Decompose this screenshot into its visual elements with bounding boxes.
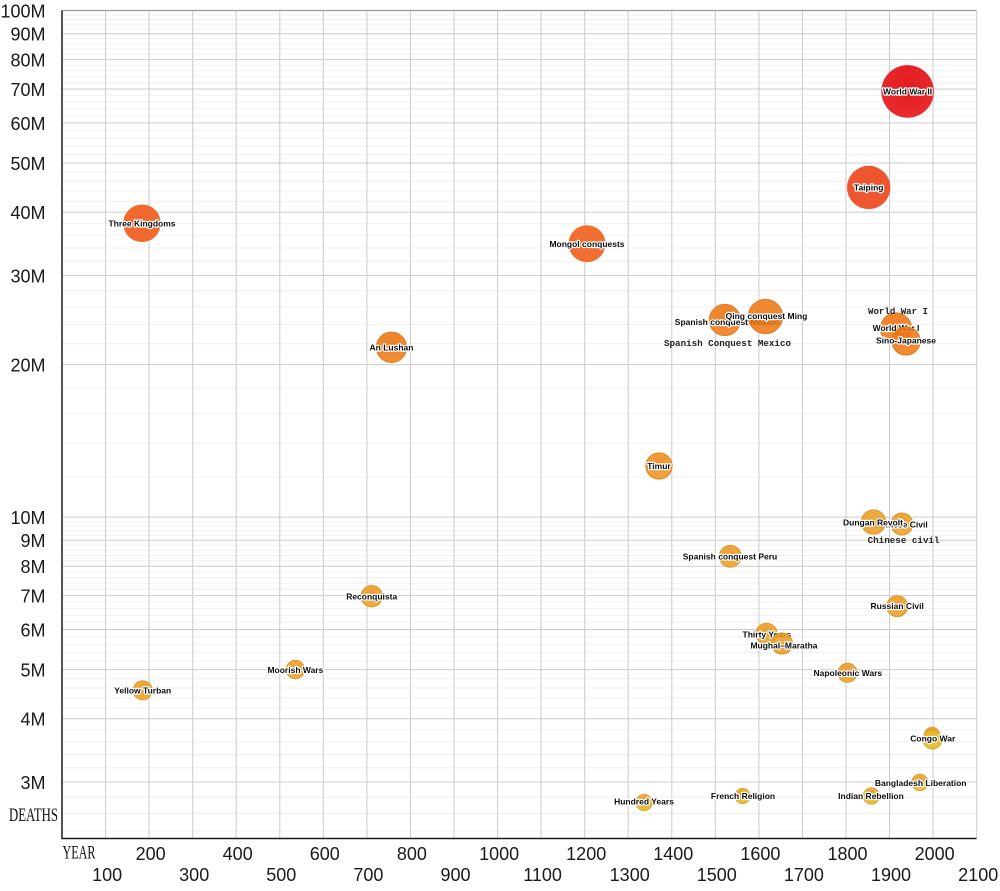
svg-text:2100: 2100 bbox=[958, 865, 998, 885]
svg-text:300: 300 bbox=[179, 865, 209, 885]
svg-text:YEAR: YEAR bbox=[63, 843, 96, 864]
svg-text:5M: 5M bbox=[20, 661, 45, 681]
svg-text:Moorish Wars: Moorish Wars bbox=[267, 665, 323, 675]
svg-text:9M: 9M bbox=[20, 531, 45, 551]
svg-text:1100: 1100 bbox=[523, 865, 562, 885]
svg-text:Chinese civil: Chinese civil bbox=[868, 535, 940, 546]
svg-text:An Lushan: An Lushan bbox=[370, 342, 414, 352]
svg-text:1000: 1000 bbox=[479, 844, 519, 864]
svg-text:Spanish Conquest Mexico: Spanish Conquest Mexico bbox=[664, 338, 791, 349]
svg-text:Taiping: Taiping bbox=[854, 183, 884, 193]
svg-text:Yellow Turban: Yellow Turban bbox=[114, 685, 171, 695]
svg-text:World War I: World War I bbox=[868, 306, 928, 317]
svg-text:Timur: Timur bbox=[647, 461, 671, 471]
svg-text:World War II: World War II bbox=[883, 87, 932, 97]
svg-text:700: 700 bbox=[353, 865, 383, 885]
svg-text:Three Kingdoms: Three Kingdoms bbox=[108, 218, 175, 228]
svg-text:30M: 30M bbox=[10, 266, 45, 286]
svg-text:40M: 40M bbox=[10, 203, 45, 223]
svg-text:Bangladesh Liberation: Bangladesh Liberation bbox=[875, 778, 967, 788]
svg-text:1300: 1300 bbox=[610, 865, 650, 885]
svg-text:Mughal–Maratha: Mughal–Maratha bbox=[750, 641, 817, 651]
svg-text:Napoleonic Wars: Napoleonic Wars bbox=[813, 668, 882, 678]
svg-text:80M: 80M bbox=[10, 51, 45, 71]
svg-text:20M: 20M bbox=[10, 356, 45, 376]
svg-text:2000: 2000 bbox=[915, 844, 955, 864]
svg-text:Congo War: Congo War bbox=[910, 733, 956, 743]
svg-text:10M: 10M bbox=[10, 508, 45, 528]
svg-text:1400: 1400 bbox=[653, 844, 693, 864]
svg-text:200: 200 bbox=[136, 844, 166, 864]
svg-text:800: 800 bbox=[397, 844, 427, 864]
svg-text:6M: 6M bbox=[20, 620, 45, 640]
svg-text:3M: 3M bbox=[20, 773, 45, 793]
svg-text:1600: 1600 bbox=[740, 844, 780, 864]
svg-text:600: 600 bbox=[310, 844, 340, 864]
svg-text:Dungan Revolt: Dungan Revolt bbox=[843, 517, 903, 527]
svg-text:Indian Rebellion: Indian Rebellion bbox=[838, 791, 904, 801]
svg-text:4M: 4M bbox=[20, 710, 45, 730]
svg-text:French Religion: French Religion bbox=[711, 791, 775, 801]
svg-text:1200: 1200 bbox=[566, 844, 606, 864]
svg-text:60M: 60M bbox=[10, 114, 45, 134]
svg-text:Chinese Civil: Chinese Civil bbox=[874, 520, 927, 530]
svg-text:Spanish conquest Peru: Spanish conquest Peru bbox=[683, 551, 777, 561]
svg-text:1800: 1800 bbox=[827, 844, 867, 864]
svg-text:50M: 50M bbox=[10, 154, 45, 174]
svg-text:Sino-Japanese: Sino-Japanese bbox=[876, 336, 936, 346]
svg-text:1900: 1900 bbox=[871, 865, 911, 885]
svg-text:100M: 100M bbox=[0, 1, 45, 21]
svg-text:Qing conquest Ming: Qing conquest Ming bbox=[726, 311, 808, 321]
svg-text:Russian Civil: Russian Civil bbox=[871, 601, 924, 611]
svg-text:1700: 1700 bbox=[784, 865, 824, 885]
svg-text:70M: 70M bbox=[10, 80, 45, 100]
svg-text:100: 100 bbox=[92, 865, 122, 885]
svg-text:Reconquista: Reconquista bbox=[346, 591, 397, 601]
svg-text:8M: 8M bbox=[20, 557, 45, 577]
svg-text:DEATHS: DEATHS bbox=[9, 805, 58, 826]
svg-text:400: 400 bbox=[223, 844, 253, 864]
svg-text:Hundred Years: Hundred Years bbox=[614, 797, 674, 807]
svg-text:1500: 1500 bbox=[697, 865, 737, 885]
svg-text:7M: 7M bbox=[20, 587, 45, 607]
svg-text:Mongol conquests: Mongol conquests bbox=[549, 239, 624, 249]
svg-text:900: 900 bbox=[440, 865, 470, 885]
svg-text:500: 500 bbox=[266, 865, 296, 885]
svg-text:90M: 90M bbox=[10, 25, 45, 45]
